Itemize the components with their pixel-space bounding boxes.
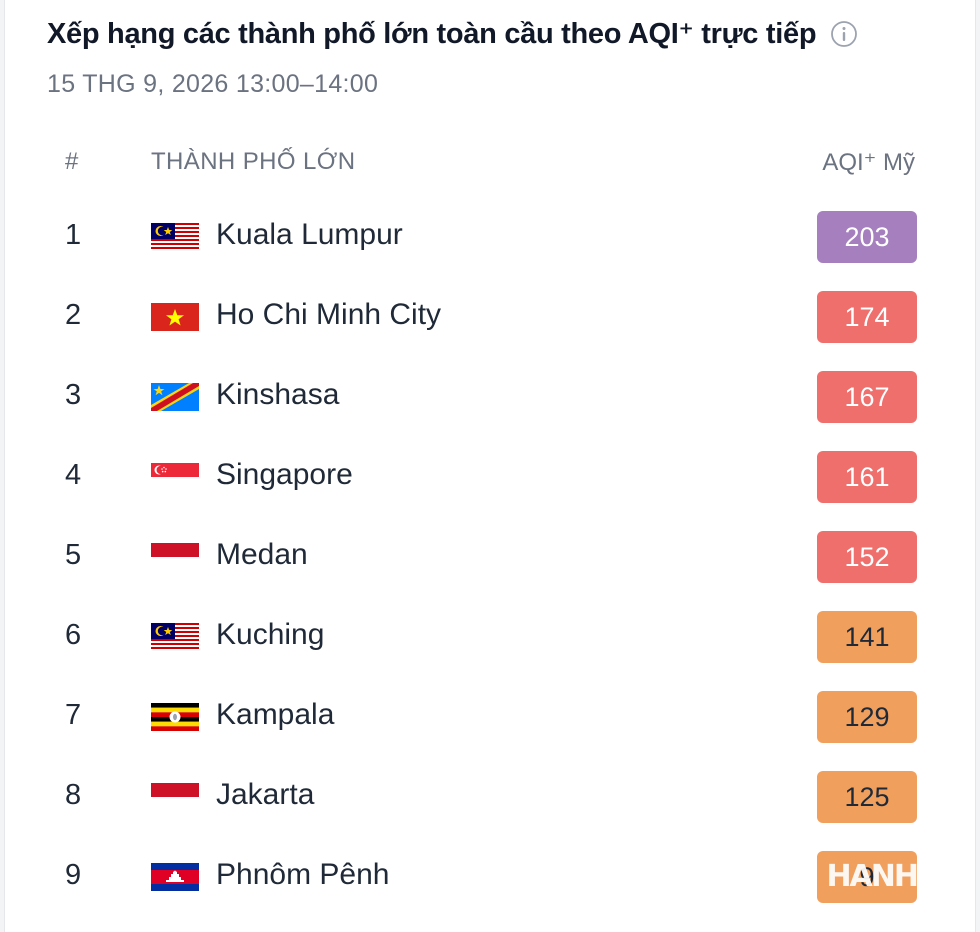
cambodia-flag-icon [151, 863, 199, 891]
aqi-badge: 161 [817, 451, 917, 503]
indonesia-flag-icon [151, 783, 199, 811]
aqi-badge: 203 [817, 211, 917, 263]
malaysia-flag-icon [151, 223, 199, 251]
singapore-flag-icon [151, 463, 199, 491]
rank-number: 7 [65, 699, 82, 731]
rank-number: 3 [65, 379, 82, 411]
indonesia-flag-icon [151, 543, 199, 571]
table-row[interactable]: 6 Kuching 141 [5, 599, 977, 679]
table-row[interactable]: 1 Kuala Lumpur 203 [5, 199, 977, 279]
aqi-badge: 152 [817, 531, 917, 583]
table-row[interactable]: 4 Singapore 161 [5, 439, 977, 519]
rank-number: 9 [65, 859, 82, 891]
rank-number: 8 [65, 779, 82, 811]
aqi-badge: 9 [817, 851, 917, 903]
city-name[interactable]: Kampala [216, 698, 335, 731]
rank-number: 2 [65, 299, 82, 331]
table-row[interactable]: 7 Kampala 129 [5, 679, 977, 759]
table-row[interactable]: 2 Ho Chi Minh City 174 [5, 279, 977, 359]
city-name[interactable]: Medan [216, 538, 308, 571]
city-name[interactable]: Phnôm Pênh [216, 858, 390, 891]
aqi-badge: 125 [817, 771, 917, 823]
city-name[interactable]: Ho Chi Minh City [216, 298, 442, 331]
city-name[interactable]: Singapore [216, 458, 353, 491]
column-header-rank: # [65, 148, 79, 175]
ranking-card: Xếp hạng các thành phố lớn toàn cầu theo… [4, 0, 976, 932]
aqi-badge: 141 [817, 611, 917, 663]
timestamp: 15 THG 9, 2026 13:00–14:00 [47, 70, 379, 98]
rank-number: 4 [65, 459, 82, 491]
info-icon[interactable] [830, 20, 858, 48]
table-row[interactable]: 8 Jakarta 125 [5, 759, 977, 839]
city-name[interactable]: Kinshasa [216, 378, 340, 411]
rank-number: 6 [65, 619, 82, 651]
table-row[interactable]: 3 Kinshasa 167 [5, 359, 977, 439]
title-row: Xếp hạng các thành phố lớn toàn cầu theo… [47, 16, 858, 51]
city-name[interactable]: Kuala Lumpur [216, 218, 403, 251]
city-name[interactable]: Kuching [216, 618, 325, 651]
vietnam-flag-icon [151, 303, 199, 331]
aqi-badge: 167 [817, 371, 917, 423]
column-header-city: THÀNH PHỐ LỚN [151, 148, 356, 175]
malaysia-flag-icon [151, 623, 199, 651]
rank-number: 5 [65, 539, 82, 571]
dr-congo-flag-icon [151, 383, 199, 411]
watermark-logo: HANH NI [826, 859, 917, 894]
rank-number: 1 [65, 219, 82, 251]
uganda-flag-icon [151, 703, 199, 731]
page-title: Xếp hạng các thành phố lớn toàn cầu theo… [47, 18, 817, 50]
aqi-badge: 129 [817, 691, 917, 743]
aqi-badge: 174 [817, 291, 917, 343]
city-name[interactable]: Jakarta [216, 778, 315, 811]
column-header-aqi[interactable]: AQI⁺ Mỹ [822, 149, 915, 176]
table-row[interactable]: 5 Medan 152 [5, 519, 977, 599]
